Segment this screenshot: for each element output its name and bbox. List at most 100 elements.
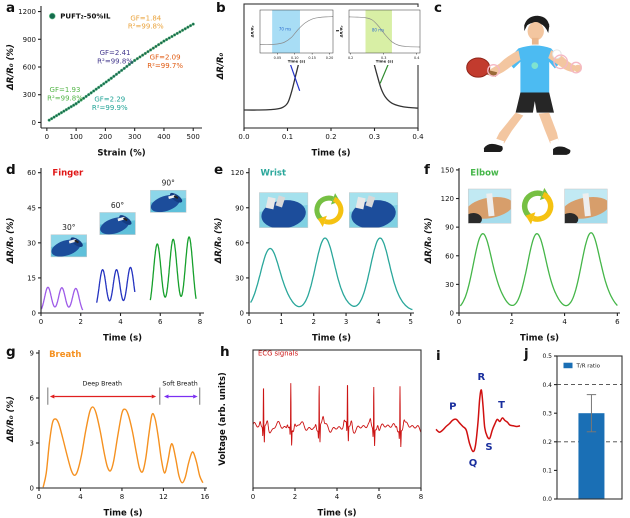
- svg-text:0.2: 0.2: [348, 56, 353, 60]
- svg-text:Breath: Breath: [49, 350, 81, 360]
- svg-text:0: 0: [32, 310, 36, 318]
- svg-text:300: 300: [128, 133, 141, 141]
- svg-text:30: 30: [27, 239, 36, 247]
- svg-text:0.4: 0.4: [412, 133, 424, 141]
- svg-text:8: 8: [120, 493, 124, 501]
- svg-text:0: 0: [450, 310, 454, 318]
- svg-text:Time (s): Time (s): [288, 59, 306, 64]
- panel-letter-c: c: [434, 0, 443, 16]
- svg-text:150: 150: [441, 166, 454, 174]
- pqrst-waveform: P Q R S T: [435, 372, 521, 469]
- svg-text:Voltage (arb. units): Voltage (arb. units): [218, 372, 228, 466]
- svg-text:ΔR/R₀ (%): ΔR/R₀ (%): [424, 218, 434, 265]
- svg-text:1200: 1200: [18, 8, 36, 16]
- panel-g: g 0 4 8 12 16 0 3 6 9 Time (s) ΔR/R₀ (%) Breath Deep…: [4, 344, 216, 518]
- svg-text:Finger: Finger: [52, 168, 84, 178]
- svg-text:70 ms: 70 ms: [279, 27, 291, 32]
- svg-text:600: 600: [23, 64, 36, 72]
- svg-text:T: T: [498, 400, 505, 411]
- svg-text:0: 0: [45, 133, 49, 141]
- svg-text:T/R ratio: T/R ratio: [576, 364, 601, 370]
- svg-text:3: 3: [344, 318, 348, 326]
- svg-text:R: R: [478, 372, 486, 383]
- svg-text:8: 8: [198, 318, 202, 326]
- svg-text:120: 120: [231, 169, 244, 177]
- svg-text:1: 1: [279, 318, 283, 326]
- svg-text:30: 30: [235, 274, 244, 282]
- panel-d: d 0 2 4 6 8 0 15 30 45 60 Time (s) ΔR/R₀ (%) Finger 3…: [4, 162, 212, 343]
- svg-text:6: 6: [615, 318, 620, 326]
- svg-text:90: 90: [445, 224, 454, 232]
- svg-text:0.2: 0.2: [542, 439, 552, 446]
- panel-i: i P Q R S T: [432, 346, 524, 496]
- svg-text:0: 0: [251, 493, 255, 501]
- svg-text:ΔR/R₀: ΔR/R₀: [216, 52, 226, 80]
- svg-text:0.2: 0.2: [325, 133, 336, 141]
- panel-letter-j: j: [524, 346, 529, 362]
- tr-ratio-bar-chart: 0.0 0.1 0.2 0.3 0.4 0.5 T/R ratio: [542, 353, 623, 503]
- svg-text:2: 2: [79, 318, 83, 326]
- svg-text:90°: 90°: [162, 179, 176, 188]
- svg-text:4: 4: [335, 493, 340, 501]
- svg-text:Time (s): Time (s): [312, 334, 351, 344]
- svg-text:12: 12: [159, 493, 168, 501]
- svg-text:0: 0: [30, 485, 34, 493]
- svg-text:0.15: 0.15: [308, 56, 316, 60]
- panel-letter-d: d: [6, 162, 16, 178]
- svg-text:ΔR/R₀ (%): ΔR/R₀ (%): [214, 218, 224, 265]
- svg-text:S: S: [485, 442, 492, 453]
- svg-text:Deep Breath: Deep Breath: [82, 380, 122, 387]
- svg-text:0.1: 0.1: [282, 133, 293, 141]
- svg-text:2: 2: [311, 318, 315, 326]
- svg-text:0: 0: [39, 318, 43, 326]
- svg-text:4: 4: [118, 318, 123, 326]
- svg-text:60: 60: [445, 252, 454, 260]
- svg-text:5: 5: [409, 318, 413, 326]
- panel-e: e 0 1 2 3 4 5 0 30 60 90 120 Time (s) ΔR/R₀ (%) Wrist: [212, 162, 422, 343]
- svg-text:0: 0: [457, 318, 461, 326]
- svg-text:P: P: [449, 401, 456, 412]
- svg-text:Time (s): Time (s): [311, 149, 350, 159]
- svg-text:ECG signals: ECG signals: [258, 350, 299, 358]
- svg-text:Time (s): Time (s): [520, 334, 559, 344]
- svg-text:6: 6: [377, 493, 382, 501]
- svg-text:0.0: 0.0: [542, 496, 552, 503]
- response-time-chart: 0.0 0.1 0.2 0.3 0.4 Time (s) ΔR/R₀: [216, 3, 424, 159]
- svg-text:Strain (%): Strain (%): [97, 149, 145, 159]
- svg-text:0: 0: [37, 493, 41, 501]
- panel-h: h 0 2 4 6 8 Time (s) Voltage (arb. units) ECG s…: [216, 344, 428, 518]
- panel-letter-e: e: [214, 162, 224, 178]
- svg-text:500: 500: [187, 133, 200, 141]
- svg-text:4: 4: [78, 493, 83, 501]
- svg-text:0: 0: [247, 318, 251, 326]
- svg-text:PUFT₂-50%IL: PUFT₂-50%IL: [60, 13, 111, 21]
- svg-text:0.20: 0.20: [326, 56, 334, 60]
- ecg-signals-chart: 0 2 4 6 8 Time (s) Voltage (arb. units) ECG sig…: [218, 349, 423, 518]
- svg-text:0.3: 0.3: [381, 56, 386, 60]
- svg-text:60: 60: [235, 239, 244, 247]
- svg-text:80 ms: 80 ms: [372, 28, 384, 33]
- svg-text:Time (s): Time (s): [317, 509, 356, 518]
- panel-letter-i: i: [436, 348, 441, 364]
- svg-text:3: 3: [30, 440, 34, 448]
- svg-text:60: 60: [27, 169, 36, 177]
- gauge-factor-chart: 0 100 200 300 400 500 0 300 600 900 1200 Strain (%)…: [6, 6, 202, 159]
- svg-text:45: 45: [27, 204, 36, 212]
- panel-letter-h: h: [220, 344, 230, 360]
- fall-time-inset: 0.2 0.3 0.4 Time (s) ΔR/R₀ 80 ms: [339, 7, 423, 65]
- svg-text:0.1: 0.1: [542, 468, 552, 475]
- rise-time-inset: 0.05 0.10 0.15 0.20 Time (s) ΔR/R₀ 70 ms: [250, 7, 336, 65]
- svg-text:30°: 30°: [62, 223, 76, 232]
- svg-text:ΔR/R₀: ΔR/R₀: [250, 25, 255, 38]
- svg-text:9: 9: [30, 350, 34, 358]
- svg-text:15: 15: [27, 274, 36, 282]
- svg-text:200: 200: [99, 133, 112, 141]
- svg-text:0.05: 0.05: [274, 56, 282, 60]
- svg-text:2: 2: [293, 493, 297, 501]
- svg-text:400: 400: [157, 133, 170, 141]
- svg-text:2: 2: [510, 318, 514, 326]
